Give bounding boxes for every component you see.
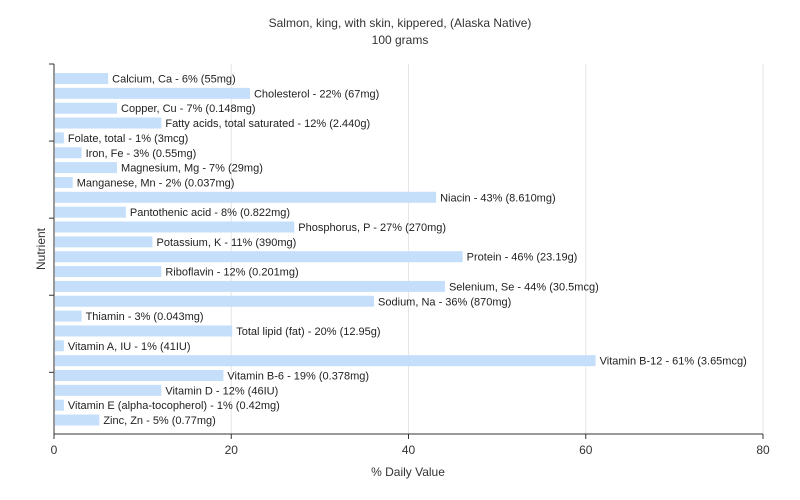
x-tick-label: 80	[756, 443, 770, 457]
x-axis-label: % Daily Value	[371, 465, 445, 479]
bar-label: Riboflavin - 12% (0.201mg)	[165, 267, 298, 279]
bar	[55, 147, 82, 159]
bar	[55, 176, 73, 188]
bar	[55, 280, 445, 292]
bar-label: Protein - 46% (23.19g)	[467, 252, 578, 264]
bar	[55, 162, 118, 174]
bar	[55, 266, 162, 278]
bar	[55, 206, 126, 218]
chart-subtitle: 100 grams	[372, 33, 429, 47]
bar	[55, 251, 463, 263]
x-tick-label: 20	[225, 443, 239, 457]
bar-label: Vitamin B-6 - 19% (0.378mg)	[227, 371, 369, 383]
x-tick-label: 0	[51, 443, 58, 457]
ticks: 0 20 40 60 80	[49, 63, 770, 457]
bar	[55, 236, 153, 248]
x-tick-label: 60	[579, 443, 593, 457]
bar-label: Fatty acids, total saturated - 12% (2.44…	[165, 118, 370, 130]
bar	[55, 73, 109, 84]
bar	[55, 87, 250, 99]
bar-label: Manganese, Mn - 2% (0.037mg)	[77, 177, 235, 189]
x-tick-label: 40	[402, 443, 416, 457]
bars	[55, 73, 596, 426]
bar-label: Phosphorus, P - 27% (270mg)	[298, 222, 446, 234]
bar	[55, 102, 118, 114]
bar-label: Magnesium, Mg - 7% (29mg)	[121, 163, 263, 175]
bar-label: Vitamin B-12 - 61% (3.65mcg)	[600, 356, 747, 368]
bar-label: Folate, total - 1% (3mcg)	[68, 133, 188, 145]
bar	[55, 325, 233, 337]
bar-label: Vitamin D - 12% (46IU)	[165, 385, 278, 397]
bar-label: Sodium, Na - 36% (870mg)	[378, 296, 511, 308]
bar-label: Vitamin A, IU - 1% (41IU)	[68, 341, 191, 353]
bar	[55, 384, 162, 396]
bar-label: Total lipid (fat) - 20% (12.95g)	[236, 326, 380, 338]
bar-label: Vitamin E (alpha-tocopherol) - 1% (0.42m…	[68, 400, 280, 412]
bar	[55, 221, 295, 233]
bar-label: Copper, Cu - 7% (0.148mg)	[121, 103, 256, 115]
bar-label: Iron, Fe - 3% (0.55mg)	[86, 148, 197, 160]
bar	[55, 355, 596, 367]
bar-label: Pantothenic acid - 8% (0.822mg)	[130, 207, 290, 219]
bar	[55, 399, 64, 411]
bar	[55, 414, 100, 426]
bar	[55, 295, 375, 307]
bar-label: Potassium, K - 11% (390mg)	[156, 237, 296, 249]
bar-label: Zinc, Zn - 5% (0.77mg)	[103, 415, 215, 427]
bar	[55, 310, 82, 322]
bar-label: Thiamin - 3% (0.043mg)	[86, 311, 204, 323]
chart-title: Salmon, king, with skin, kippered, (Alas…	[269, 16, 532, 30]
bar	[55, 132, 64, 144]
bar-label: Cholesterol - 22% (67mg)	[254, 88, 379, 100]
bar	[55, 117, 162, 129]
grid-lines	[230, 64, 764, 434]
bar	[55, 191, 437, 203]
bar	[55, 340, 64, 352]
y-axis-label: Nutrient	[34, 227, 48, 270]
bar	[55, 370, 224, 381]
bar-label: Niacin - 43% (8.610mg)	[440, 192, 556, 204]
bar-labels: Calcium, Ca - 6% (55mg) Cholesterol - 22%…	[68, 74, 747, 428]
bar-label: Calcium, Ca - 6% (55mg)	[112, 74, 235, 86]
bar-label: Selenium, Se - 44% (30.5mcg)	[449, 281, 599, 293]
